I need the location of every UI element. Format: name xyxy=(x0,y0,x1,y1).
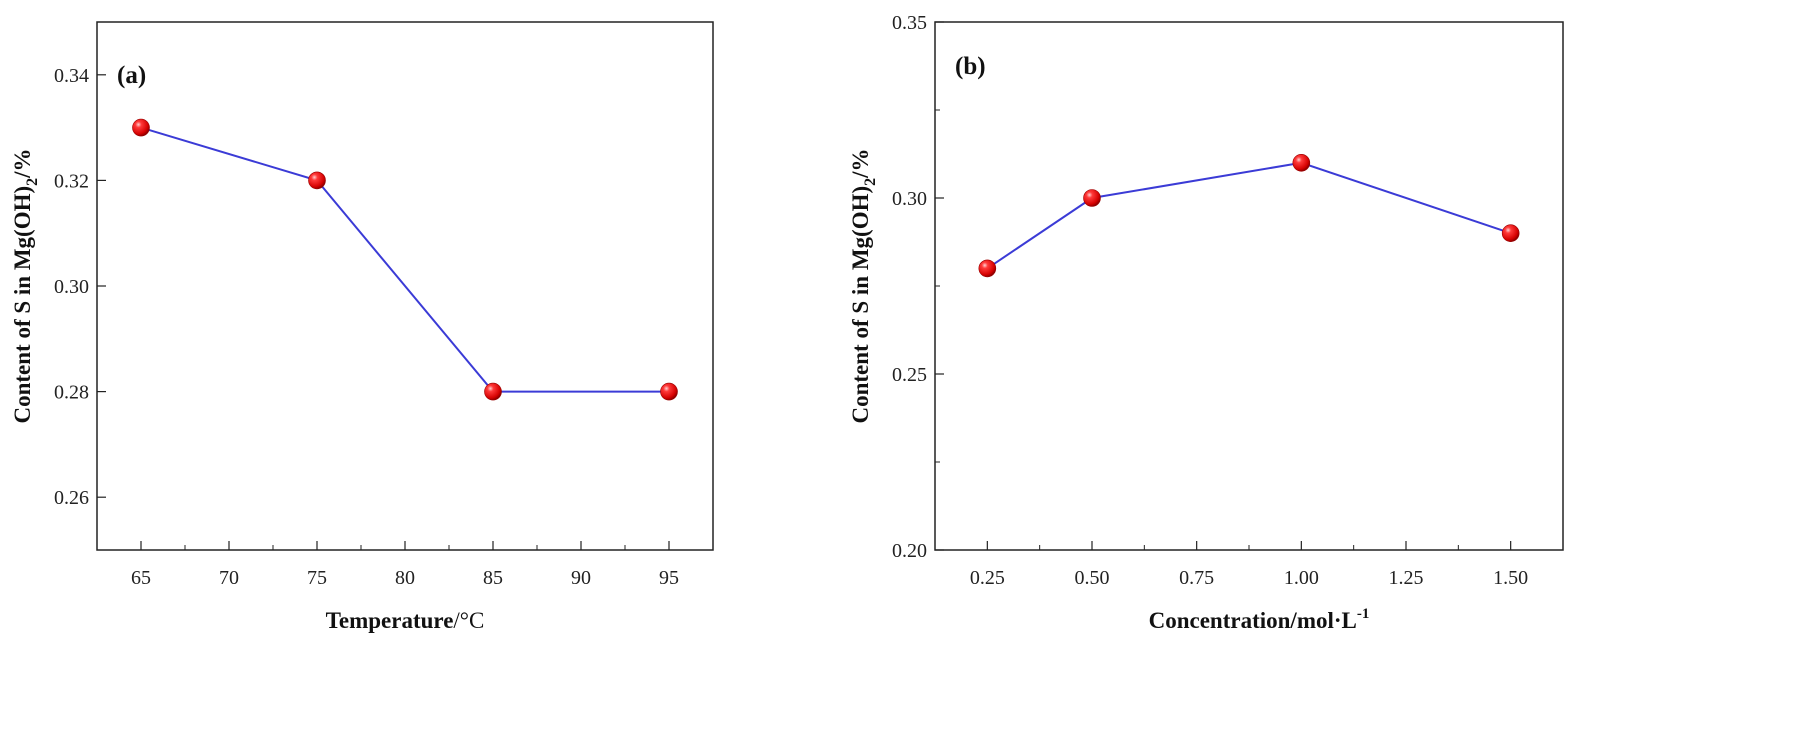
x-axis-title: Temperature/°C xyxy=(326,608,485,633)
y-tick-label: 0.32 xyxy=(54,170,89,192)
chart-panel-b: 0.25 0.50 0.75 1.00 1.25 1.50 0.20 0.25 0.30 0.35… xyxy=(848,12,1564,633)
y-tick-label: 0.20 xyxy=(892,540,927,562)
data-point xyxy=(1501,224,1520,242)
x-tick-label: 90 xyxy=(571,567,591,589)
series-line xyxy=(986,161,1511,270)
panel-label: (b) xyxy=(955,53,986,80)
data-point xyxy=(1083,189,1101,207)
y-tick-label: 0.25 xyxy=(892,364,927,386)
x-tick-label: 75 xyxy=(307,567,327,589)
x-axis-title-main: Concentration/mol·L xyxy=(1149,608,1357,633)
x-axis-title-main: Temperature xyxy=(326,608,454,633)
data-point xyxy=(484,382,502,401)
data-point xyxy=(660,382,678,401)
x-tick-label: 1.00 xyxy=(1284,567,1319,589)
x-tick-label: 80 xyxy=(395,567,415,589)
data-point xyxy=(132,118,150,137)
y-axis-title-unit: /% xyxy=(848,148,873,178)
data-point xyxy=(308,171,326,190)
series-line xyxy=(140,126,669,393)
y-axis-title: Content of S in Mg(OH)2/% xyxy=(848,148,879,423)
x-tick-label: 1.50 xyxy=(1493,567,1528,589)
y-tick-label: 0.34 xyxy=(54,65,89,87)
y-axis-title-subscript: 2 xyxy=(862,178,879,186)
y-tick-label: 0.28 xyxy=(54,382,89,404)
data-point xyxy=(978,259,997,278)
x-axis-title-superscript: -1 xyxy=(1357,606,1370,622)
x-tick-label: 0.25 xyxy=(970,567,1005,589)
x-tick-label: 70 xyxy=(219,567,239,589)
y-axis-title-subscript: 2 xyxy=(24,178,41,186)
y-axis-title-unit: /% xyxy=(10,148,35,178)
y-axis-title: Content of S in Mg(OH)2/% xyxy=(10,148,41,423)
x-axis-title: Concentration/mol·L-1 xyxy=(1149,606,1370,633)
x-axis-title-unit: /°C xyxy=(453,608,484,633)
y-tick-label: 0.30 xyxy=(54,276,89,298)
y-axis-title-main: Content of S in Mg(OH) xyxy=(10,186,35,424)
y-tick-label: 0.35 xyxy=(892,12,927,34)
x-tick-label: 0.75 xyxy=(1179,567,1214,589)
y-tick-label: 0.26 xyxy=(54,487,89,509)
x-tick-label: 95 xyxy=(659,567,679,589)
y-axis-title-main: Content of S in Mg(OH) xyxy=(848,186,873,424)
chart-panel-a: 65 70 75 80 85 90 95 0.26 0.28 0.30 0.32 0.34 (a) Tem… xyxy=(10,21,714,633)
x-tick-label: 85 xyxy=(483,567,503,589)
x-tick-label: 65 xyxy=(131,567,151,589)
panel-label: (a) xyxy=(117,62,146,89)
data-point xyxy=(1292,154,1311,172)
x-tick-label: 0.50 xyxy=(1075,567,1110,589)
y-tick-label: 0.30 xyxy=(892,188,927,210)
x-tick-label: 1.25 xyxy=(1389,567,1424,589)
plot-frame xyxy=(934,21,1564,551)
